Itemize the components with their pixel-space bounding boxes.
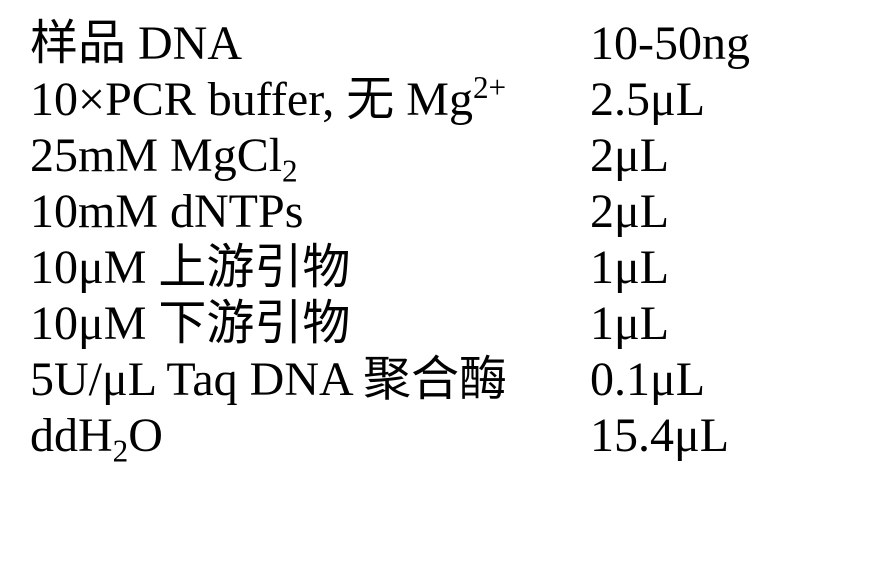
table-row: 25mM MgCl2 2μL: [30, 132, 850, 180]
amount-cell: 10-50ng: [590, 20, 750, 68]
table-row: 5U/μL Taq DNA 聚合酶 0.1μL: [30, 356, 850, 404]
table-row: 10μM 下游引物 1μL: [30, 300, 850, 348]
table-row: 样品 DNA 10-50ng: [30, 20, 850, 68]
component-cell: 10mM dNTPs: [30, 188, 590, 236]
component-cell: 10μM 下游引物: [30, 300, 590, 348]
amount-cell: 0.1μL: [590, 356, 705, 404]
component-cell: 样品 DNA: [30, 20, 590, 68]
table-row: 10×PCR buffer, 无 Mg2+ 2.5μL: [30, 76, 850, 124]
amount-cell: 2μL: [590, 188, 669, 236]
pcr-reagent-table: 样品 DNA 10-50ng 10×PCR buffer, 无 Mg2+ 2.5…: [0, 0, 870, 579]
amount-cell: 1μL: [590, 244, 669, 292]
component-cell: 10μM 上游引物: [30, 244, 590, 292]
amount-cell: 2μL: [590, 132, 669, 180]
amount-cell: 15.4μL: [590, 412, 729, 460]
component-cell: 10×PCR buffer, 无 Mg2+: [30, 76, 590, 124]
amount-cell: 2.5μL: [590, 76, 705, 124]
table-row: 10μM 上游引物 1μL: [30, 244, 850, 292]
component-cell: ddH2O: [30, 412, 590, 460]
table-row: 10mM dNTPs 2μL: [30, 188, 850, 236]
amount-cell: 1μL: [590, 300, 669, 348]
table-row: ddH2O 15.4μL: [30, 412, 850, 460]
component-cell: 25mM MgCl2: [30, 132, 590, 180]
component-cell: 5U/μL Taq DNA 聚合酶: [30, 356, 590, 404]
